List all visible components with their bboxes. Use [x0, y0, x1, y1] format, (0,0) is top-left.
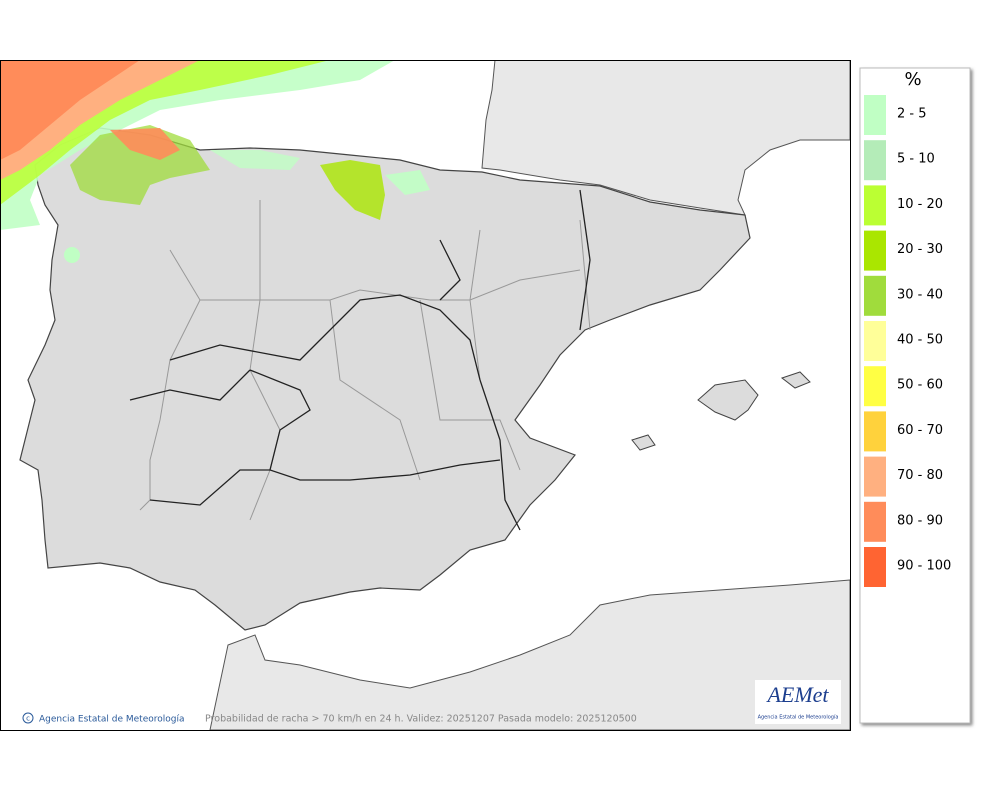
legend-label: 40 - 50 — [897, 333, 943, 348]
logo-box — [755, 680, 841, 724]
legend-label: 2 - 5 — [897, 107, 927, 122]
legend-label: 5 - 10 — [897, 152, 935, 167]
legend-title: % — [904, 69, 921, 90]
copyright-icon-c: c — [26, 715, 30, 723]
legend-swatch — [864, 411, 886, 452]
probability-overlay — [1, 60, 430, 263]
legend-swatch — [864, 230, 886, 271]
legend-label: 50 - 60 — [897, 378, 943, 393]
caption: Probabilidad de racha > 70 km/h en 24 h.… — [205, 714, 637, 725]
legend-label: 20 - 30 — [897, 242, 943, 257]
credit: Agencia Estatal de Meteorología — [39, 715, 185, 725]
legend-label: 90 - 100 — [897, 559, 951, 574]
map-frame — [0, 60, 851, 731]
legend-items: 2 - 5 5 - 10 10 - 20 20 - 30 30 - 40 40 - 50 5… — [864, 95, 951, 587]
legend-swatch — [864, 185, 886, 226]
legend-swatch — [864, 547, 886, 587]
legend-swatch — [864, 366, 886, 407]
map — [1, 60, 850, 730]
legend-swatch — [864, 321, 886, 361]
region-borders — [129, 189, 591, 531]
legend-swatch — [864, 456, 886, 497]
logo-subtitle: Agencia Estatal de Meteorología — [758, 714, 839, 721]
legend-swatch — [864, 140, 886, 181]
legend-label: 30 - 40 — [897, 287, 943, 302]
legend-label: 10 - 20 — [897, 197, 943, 212]
legend-swatch — [864, 501, 886, 542]
copyright-icon — [22, 712, 34, 724]
legend-swatch — [864, 275, 886, 316]
legend-label: 70 - 80 — [897, 468, 943, 483]
legend-swatch — [864, 95, 886, 135]
legend-label: 80 - 90 — [897, 513, 943, 528]
legend-label: 60 - 70 — [897, 423, 943, 438]
logo-text: AEMet — [765, 682, 829, 707]
